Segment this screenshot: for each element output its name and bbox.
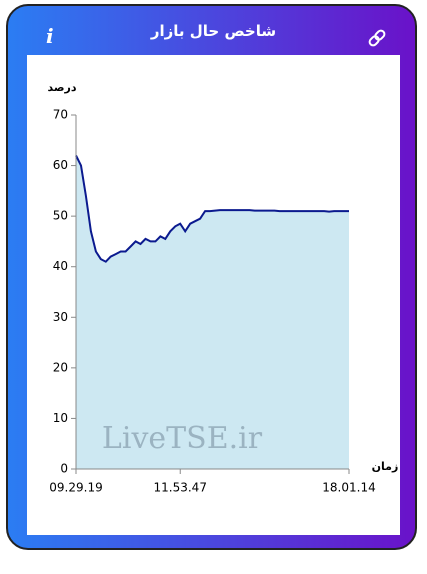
y-tick-label: 20 — [53, 360, 68, 374]
watermark: LiveTSE.ir — [102, 421, 263, 456]
y-tick-label: 10 — [53, 411, 68, 425]
info-button[interactable]: i — [46, 24, 54, 48]
y-tick-label: 50 — [53, 209, 68, 223]
x-tick-label: 18.01.14 — [322, 481, 375, 495]
widget-title: شاخص حال بازار — [150, 22, 277, 40]
area — [76, 155, 349, 469]
x-axis-label: زمان — [372, 460, 399, 473]
link-icon[interactable] — [368, 29, 386, 47]
y-tick-label: 30 — [53, 310, 68, 324]
y-tick-label: 60 — [53, 158, 68, 172]
y-tick-label: 70 — [53, 108, 68, 122]
line — [75, 155, 349, 263]
y-tick-label: 40 — [53, 259, 68, 273]
x-tick-label: 11.53.47 — [154, 481, 207, 495]
y-tick-label: 0 — [60, 462, 68, 476]
x-tick-label: 09.29.19 — [49, 481, 102, 495]
y-axis-label: درصد — [48, 81, 77, 94]
